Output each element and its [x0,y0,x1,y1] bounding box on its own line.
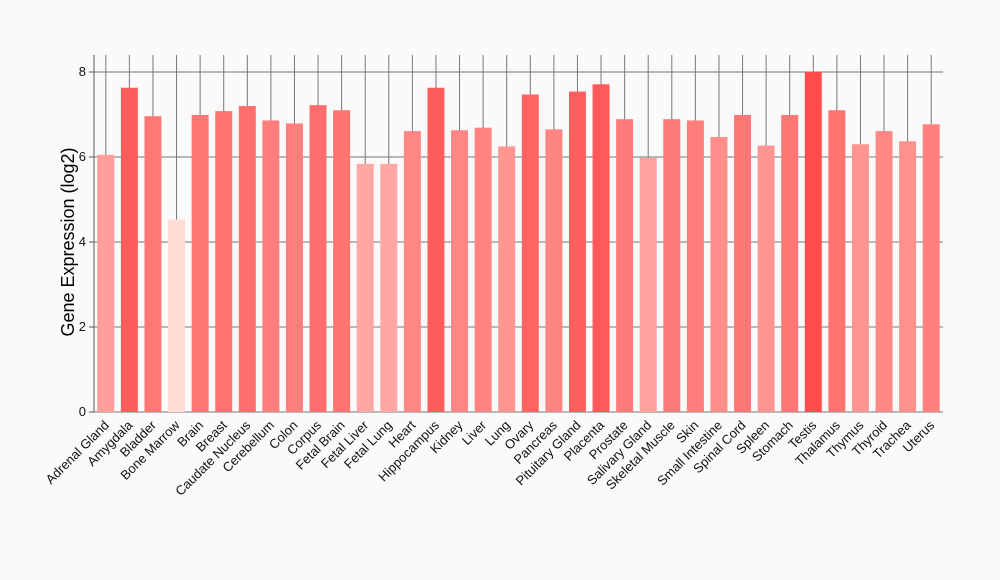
bar [875,131,893,412]
bar [451,130,469,413]
bar [828,110,846,412]
bar [120,87,138,412]
bar [686,120,704,412]
y-tick-label: 6 [79,149,86,164]
bar [616,119,634,413]
bar [285,123,303,413]
bar [333,110,351,412]
bar [592,84,610,412]
bar [545,129,563,413]
bar [262,120,280,412]
y-tick-label: 4 [79,234,86,249]
bar [215,111,233,412]
bar [356,163,374,412]
bar [899,141,917,412]
bar [144,116,162,412]
bar [922,124,940,412]
bar [804,71,822,412]
y-axis-title: Gene Expression (log2) [58,147,78,336]
bar [403,131,421,412]
y-axis: 0 2 4 6 8 [79,55,95,419]
bars [97,71,940,413]
bar [757,145,775,412]
bar [851,144,869,412]
bar [97,154,115,413]
bar [191,114,209,413]
bar [639,157,657,412]
bar [238,106,256,412]
y-tick-label: 0 [79,404,86,419]
bar [781,114,799,413]
bar [380,163,398,412]
bar [474,127,492,413]
bar [734,114,752,413]
bar [521,94,539,412]
bar [168,219,186,412]
bar [309,105,327,413]
bar [498,146,516,413]
bar [710,137,728,412]
bar [568,91,586,413]
bar [663,119,681,413]
x-tick-label: Liver [459,417,490,448]
y-tick-label: 2 [79,319,86,334]
y-tick-label: 8 [79,64,86,79]
bar [427,87,445,412]
